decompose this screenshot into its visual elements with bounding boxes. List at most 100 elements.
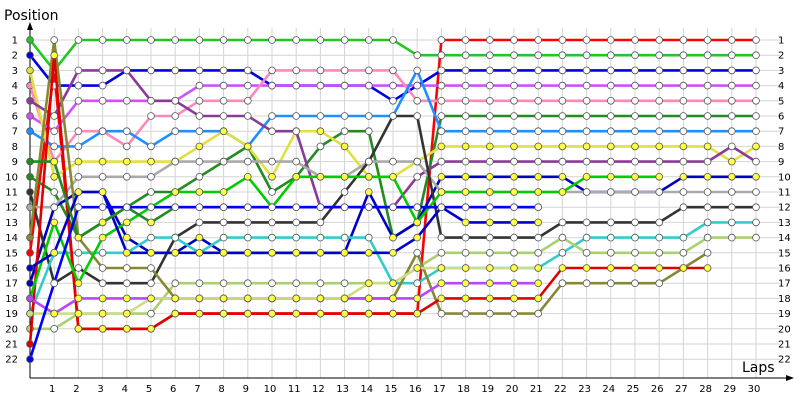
data-point [485, 112, 494, 120]
data-point [727, 51, 736, 59]
data-point [558, 233, 567, 242]
y-tick-label-left: 6 [12, 112, 18, 123]
data-point [268, 81, 276, 90]
x-tick-label: 8 [218, 384, 224, 395]
data-point [461, 294, 470, 303]
data-point [171, 112, 180, 120]
data-point [558, 157, 567, 166]
data-point [631, 264, 639, 272]
data-point [147, 66, 155, 75]
series [26, 36, 760, 364]
y-tick-label-left: 3 [12, 66, 18, 77]
data-point [195, 142, 204, 151]
data-point [340, 81, 349, 90]
data-point [534, 51, 542, 59]
data-point [219, 112, 228, 120]
data-point [437, 112, 446, 120]
data-point [413, 97, 422, 105]
data-point [364, 81, 373, 90]
data-point [292, 203, 301, 212]
data-point [655, 173, 663, 181]
data-point [752, 97, 760, 105]
data-point [50, 218, 58, 227]
y-tick-label-right: 15 [778, 248, 791, 259]
data-point [147, 324, 155, 333]
data-point [74, 97, 83, 105]
data-point [98, 203, 107, 212]
data-point [582, 157, 591, 166]
data-point [74, 324, 83, 333]
data-point [703, 81, 712, 90]
y-tick-label-right: 12 [778, 203, 791, 214]
data-point [655, 36, 663, 44]
data-point [582, 264, 591, 272]
x-tick-label: 5 [146, 384, 152, 395]
y-tick-label-right: 17 [778, 279, 791, 290]
data-point [679, 127, 688, 135]
data-point [171, 294, 180, 303]
data-point [292, 157, 301, 166]
data-point [679, 81, 688, 90]
x-tick-label: 6 [170, 384, 176, 395]
data-point [50, 112, 58, 120]
data-point [50, 173, 58, 181]
data-point [244, 279, 252, 288]
data-point [534, 36, 542, 44]
data-point [171, 249, 180, 257]
data-point [364, 203, 373, 212]
data-point [461, 188, 470, 196]
data-point [510, 142, 518, 151]
data-point [606, 66, 615, 75]
x-tick-label: 17 [433, 384, 446, 395]
y-tick-label-right: 4 [778, 81, 784, 92]
data-point [268, 249, 276, 257]
data-point [461, 264, 470, 272]
y-tick-label-left: 5 [12, 96, 18, 107]
x-tick-label: 12 [312, 384, 325, 395]
data-point [195, 279, 204, 288]
data-point [195, 294, 204, 303]
x-tick-label: 28 [699, 384, 712, 395]
data-point [340, 66, 349, 75]
data-point [485, 127, 494, 135]
data-point [606, 142, 615, 151]
data-point [340, 233, 349, 242]
data-point [510, 264, 518, 272]
data-point [655, 51, 663, 59]
data-point [437, 81, 446, 90]
y-tick-label-left: 7 [12, 127, 18, 138]
data-point [703, 66, 712, 75]
data-point [727, 127, 736, 135]
data-point [510, 188, 518, 196]
data-point [510, 112, 518, 120]
data-point [50, 142, 58, 151]
data-point [244, 203, 252, 212]
data-point [364, 309, 373, 318]
data-point [195, 157, 204, 166]
data-point [26, 157, 34, 166]
data-point [147, 157, 155, 166]
data-point [219, 249, 228, 257]
data-point [703, 188, 712, 196]
data-point [98, 173, 107, 181]
data-point [219, 157, 228, 166]
data-point [195, 218, 204, 227]
data-point [195, 66, 204, 75]
data-point [534, 203, 542, 212]
data-point [413, 203, 422, 212]
y-tick-label-right: 19 [778, 309, 791, 320]
data-point [244, 249, 252, 257]
data-point [340, 112, 349, 120]
data-point [655, 233, 663, 242]
data-point [292, 309, 301, 318]
data-point [98, 218, 107, 227]
data-point [413, 233, 422, 242]
data-point [752, 233, 760, 242]
data-point [364, 294, 373, 303]
data-point [147, 249, 155, 257]
data-point [461, 66, 470, 75]
data-point [268, 173, 276, 181]
data-point [268, 294, 276, 303]
data-point [74, 203, 83, 212]
data-point [123, 142, 131, 151]
